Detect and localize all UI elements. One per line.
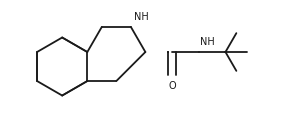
Text: NH: NH bbox=[134, 12, 149, 22]
Text: NH: NH bbox=[200, 37, 214, 47]
Text: O: O bbox=[168, 81, 176, 91]
